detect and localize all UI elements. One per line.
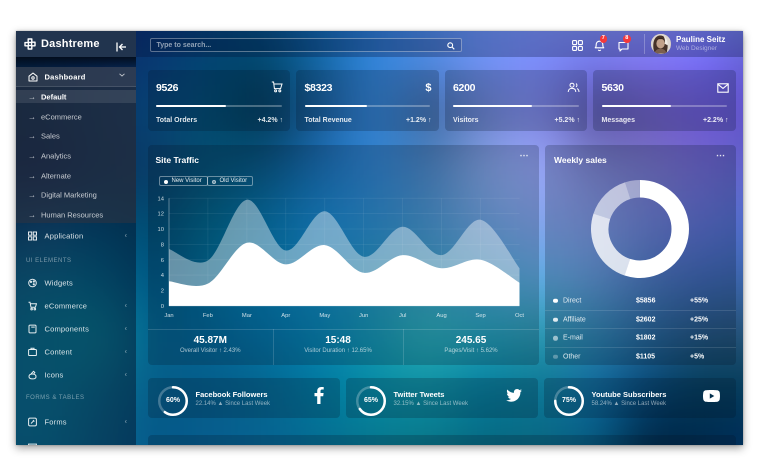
svg-text:May: May <box>319 313 330 319</box>
svg-text:Apr: Apr <box>281 313 290 319</box>
svg-text:2: 2 <box>160 288 163 294</box>
svg-text:Jun: Jun <box>359 313 368 319</box>
svg-text:4: 4 <box>160 273 164 279</box>
svg-text:12: 12 <box>157 211 163 217</box>
svg-text:0: 0 <box>160 304 163 310</box>
svg-text:Mar: Mar <box>241 313 251 319</box>
svg-text:Jan: Jan <box>164 313 173 319</box>
svg-text:Sep: Sep <box>475 313 485 319</box>
svg-text:10: 10 <box>157 227 163 233</box>
svg-text:Oct: Oct <box>514 313 523 319</box>
svg-text:14: 14 <box>157 196 164 202</box>
svg-text:Feb: Feb <box>202 313 212 319</box>
svg-text:8: 8 <box>160 242 163 248</box>
svg-text:Aug: Aug <box>436 313 446 319</box>
svg-text:6: 6 <box>160 257 163 263</box>
svg-text:Jul: Jul <box>398 313 405 319</box>
